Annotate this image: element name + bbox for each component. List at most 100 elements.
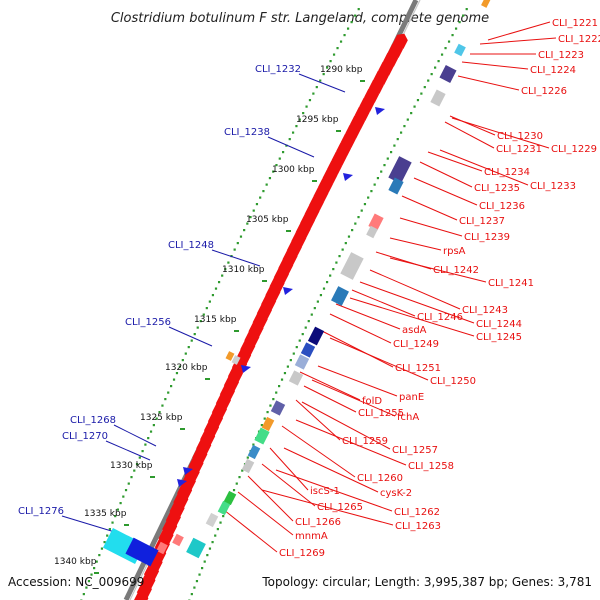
gene-label-cli_1270[interactable]: CLI_1270 bbox=[62, 431, 108, 442]
gene-label-cysk-2[interactable]: cysK-2 bbox=[380, 488, 412, 499]
gene-label-cli-1235[interactable]: CLI_1235 bbox=[474, 183, 520, 194]
gene-label-cli-1239[interactable]: CLI_1239 bbox=[464, 232, 510, 243]
tick-dot bbox=[243, 229, 246, 232]
scale-tick bbox=[180, 428, 185, 430]
gene-label-cli-1237[interactable]: CLI_1237 bbox=[459, 216, 505, 227]
gene-label-cli-1244[interactable]: CLI_1244 bbox=[476, 319, 522, 330]
tick-dot bbox=[275, 391, 278, 394]
tick-dot bbox=[195, 580, 199, 583]
tick-dot bbox=[265, 183, 268, 186]
tick-dot bbox=[383, 164, 386, 167]
gene-label-cli-1221[interactable]: CLI_1221 bbox=[552, 18, 598, 29]
tick-dot bbox=[357, 216, 360, 219]
gene-block bbox=[430, 89, 446, 107]
gene-label-cli_1238[interactable]: CLI_1238 bbox=[224, 127, 270, 138]
gene-label-cli_1248[interactable]: CLI_1248 bbox=[168, 240, 214, 251]
tick-dot bbox=[301, 333, 304, 336]
gene-label-cli-1234[interactable]: CLI_1234 bbox=[484, 167, 530, 178]
leader-line bbox=[299, 371, 361, 401]
gene-label-cli-1230[interactable]: CLI_1230 bbox=[497, 131, 543, 142]
tick-dot bbox=[206, 554, 209, 557]
tick-dot bbox=[283, 372, 287, 375]
tick-dot bbox=[322, 73, 325, 76]
gene-block bbox=[388, 177, 404, 195]
gene-label-cli-1258[interactable]: CLI_1258 bbox=[408, 461, 454, 472]
gene-label-cli-1257[interactable]: CLI_1257 bbox=[392, 445, 438, 456]
gene-label-cli-1243[interactable]: CLI_1243 bbox=[462, 305, 508, 316]
gene-label-cli-1224[interactable]: CLI_1224 bbox=[530, 65, 576, 76]
gene-label-cli_1232[interactable]: CLI_1232 bbox=[255, 64, 301, 75]
gene-label-cli-1260[interactable]: CLI_1260 bbox=[357, 473, 403, 484]
gene-label-cli-1259[interactable]: CLI_1259 bbox=[342, 436, 388, 447]
tick-dot bbox=[187, 346, 190, 349]
gene-label-cli_1268[interactable]: CLI_1268 bbox=[70, 415, 116, 426]
tick-dot bbox=[149, 430, 153, 433]
gene-label-cli-1242[interactable]: CLI_1242 bbox=[433, 265, 479, 276]
gene-label-cli-1251[interactable]: CLI_1251 bbox=[395, 363, 441, 374]
gene-label-asda[interactable]: asdA bbox=[402, 325, 427, 336]
scale-tick bbox=[150, 476, 155, 478]
tick-dot bbox=[252, 443, 255, 446]
gene-label-cli-1263[interactable]: CLI_1263 bbox=[395, 521, 441, 532]
scale-label: 1305 kbp bbox=[246, 215, 289, 225]
gene-label-cli-1255[interactable]: CLI_1255 bbox=[358, 408, 404, 419]
tick-dot bbox=[196, 326, 199, 329]
leader-line bbox=[351, 289, 416, 317]
leader-line bbox=[389, 237, 442, 251]
gene-block bbox=[300, 342, 316, 358]
gene-label-cli-1233[interactable]: CLI_1233 bbox=[530, 181, 576, 192]
gene-label-cli-1223[interactable]: CLI_1223 bbox=[538, 50, 584, 61]
gene-label-cli-1265[interactable]: CLI_1265 bbox=[317, 502, 363, 513]
gene-label-cli-1249[interactable]: CLI_1249 bbox=[393, 339, 439, 350]
gene-label-cli_1256[interactable]: CLI_1256 bbox=[125, 317, 171, 328]
leader-line bbox=[401, 195, 458, 221]
leader-line bbox=[319, 329, 394, 368]
gene-label-cli-1269[interactable]: CLI_1269 bbox=[279, 548, 325, 559]
tick-dot bbox=[190, 593, 193, 596]
outer-tick-track bbox=[80, 8, 360, 600]
tick-dot bbox=[181, 359, 184, 362]
tick-dot bbox=[304, 326, 307, 329]
gene-label-fcha[interactable]: fchA bbox=[397, 412, 419, 423]
gene-label-pane[interactable]: panE bbox=[399, 392, 424, 403]
gene-label-cli-1222[interactable]: CLI_1222 bbox=[558, 34, 600, 45]
leader-line bbox=[444, 121, 495, 149]
tick-dot bbox=[434, 66, 437, 69]
gene-label-cli_1276[interactable]: CLI_1276 bbox=[18, 506, 64, 517]
gene-block bbox=[331, 286, 349, 306]
tick-dot bbox=[262, 190, 265, 193]
leader-line bbox=[457, 75, 520, 91]
tick-dot bbox=[161, 404, 164, 407]
tick-dot bbox=[175, 372, 179, 375]
gene-label-cli-1250[interactable]: CLI_1250 bbox=[430, 376, 476, 387]
gene-label-cli-1236[interactable]: CLI_1236 bbox=[479, 201, 525, 212]
tick-dot bbox=[370, 190, 373, 193]
gene-label-cli-1226[interactable]: CLI_1226 bbox=[521, 86, 567, 97]
tick-dot bbox=[295, 125, 298, 128]
scale-tick bbox=[360, 80, 365, 82]
gene-label-cli-1229[interactable]: CLI_1229 bbox=[551, 144, 597, 155]
tick-dot bbox=[119, 502, 122, 505]
gene-label-cli-1245[interactable]: CLI_1245 bbox=[476, 332, 522, 343]
gene-label-cli-1262[interactable]: CLI_1262 bbox=[394, 507, 440, 518]
tick-dot bbox=[222, 515, 225, 518]
tick-dot bbox=[465, 8, 468, 11]
gene-label-mnma[interactable]: mnmA bbox=[295, 531, 328, 542]
tick-dot bbox=[393, 144, 396, 147]
gene-label-cli-1246[interactable]: CLI_1246 bbox=[417, 312, 463, 323]
gene-label-cli-1231[interactable]: CLI_1231 bbox=[496, 144, 542, 155]
gene-label-cli-1241[interactable]: CLI_1241 bbox=[488, 278, 534, 289]
gene-label-iscs-1[interactable]: iscS-1 bbox=[310, 486, 340, 497]
gene-label-rpsa[interactable]: rpsA bbox=[443, 246, 466, 257]
gene-label-fold[interactable]: folD bbox=[362, 396, 382, 407]
tick-dot bbox=[193, 586, 196, 589]
tick-dot bbox=[399, 131, 403, 134]
tick-dot bbox=[214, 534, 217, 537]
tick-dot bbox=[423, 86, 426, 89]
scale-tick bbox=[336, 130, 341, 132]
tick-dot bbox=[343, 34, 346, 37]
gene-label-cli-1266[interactable]: CLI_1266 bbox=[295, 517, 341, 528]
tick-dot bbox=[332, 53, 336, 56]
leader-line bbox=[275, 469, 393, 512]
